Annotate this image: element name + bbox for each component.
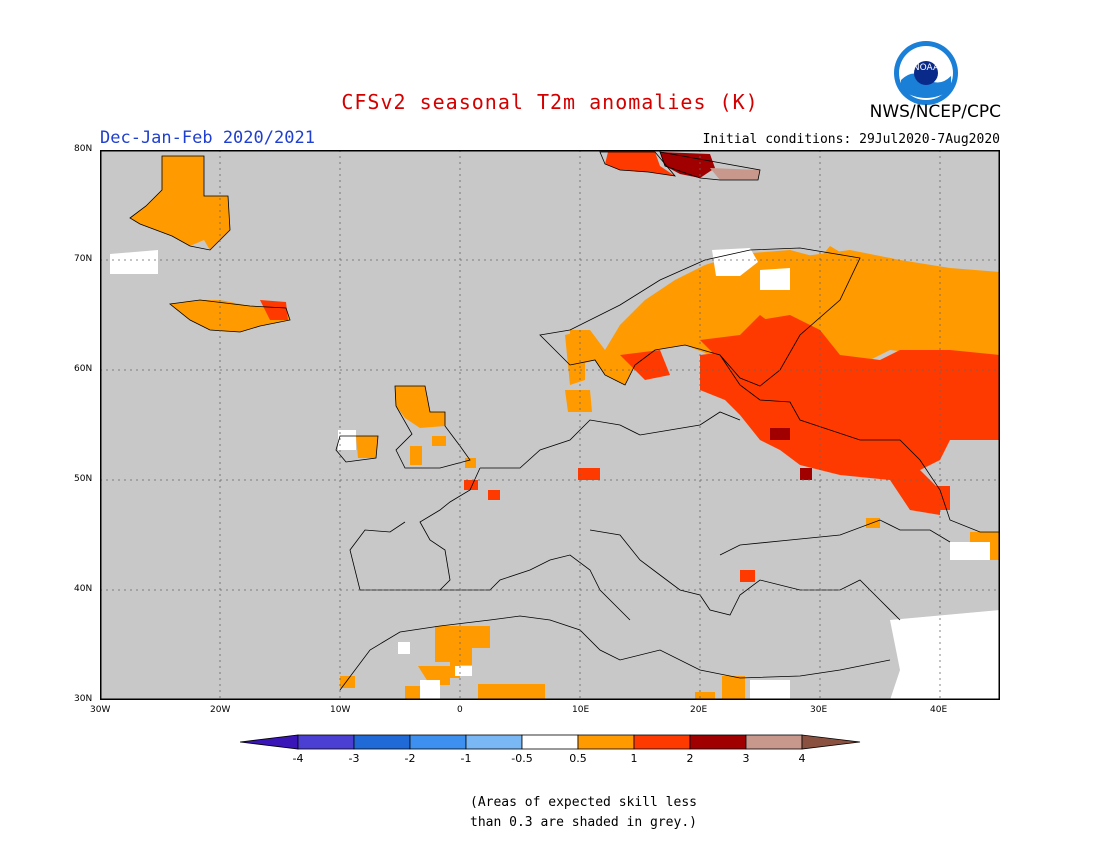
colorbar-label: 0.5 [569,752,587,765]
white-africa-1 [398,642,410,654]
libya-orange [722,676,745,700]
colorbar-label: -0.5 [511,752,533,765]
colorbar-label: 4 [798,752,806,765]
white-russia-east [950,542,990,560]
iceland-red [260,300,288,320]
lat-label-30n: 30N [74,694,93,704]
white-mideast [890,610,1000,700]
lat-label-40n: 40N [74,584,93,594]
colorbar-bin-5 [521,734,579,750]
colorbar-bin-3 [409,734,467,750]
colorbar-label: -3 [348,752,360,765]
coastlines [129,151,1000,691]
lon-label-20w: 20W [210,705,231,715]
white-greenland [110,250,158,274]
caucasus-orange [970,532,1000,560]
colorbar-arrow-right [801,734,861,750]
colorbar-bin-8 [689,734,747,750]
lon-label-30w: 30W [90,705,111,715]
skill-note-line-2: than 0.3 are shaded in grey.) [470,815,697,830]
season-label: Dec-Jan-Feb 2020/2021 [100,128,315,148]
anomaly-patches [110,152,1000,700]
uk-se-orange [465,458,476,468]
uk-orange [395,386,445,428]
russia-darkred-2 [800,468,812,480]
africa-orange-2 [418,666,450,685]
lon-label-0: 0 [457,705,463,715]
denmark-orange [565,390,592,412]
morocco-orange [340,676,355,688]
white-scandi [712,248,758,276]
lat-label-50n: 50N [74,474,93,484]
finland-red [700,315,800,365]
ireland-orange [356,436,378,458]
balkan-red [740,570,755,582]
colorbar-label: -1 [460,752,472,765]
white-africa-3 [455,666,472,676]
colorbar-label: 1 [630,752,638,765]
colorbar-label: -4 [292,752,304,765]
anomaly-map [100,150,1000,700]
lat-label-70n: 70N [74,254,93,264]
colorbar-bin-7 [633,734,691,750]
russia-red [700,315,1000,515]
white-ireland [338,430,356,450]
lon-label-20e: 20E [690,705,708,715]
sweden-red [620,350,670,380]
white-kola [760,268,790,290]
skill-note-line-1: (Areas of expected skill less [470,795,697,810]
svalbard-darkred [660,152,715,178]
grid-lines [100,150,1000,700]
russia-orange [790,250,1000,380]
colorbar [240,734,861,750]
africa-orange-3 [478,684,545,700]
organization-label: NWS/NCEP/CPC [869,102,1001,122]
germany-red [578,468,600,480]
lon-label-10e: 10E [572,705,590,715]
uk-east-orange [432,436,446,446]
colorbar-bin-1 [297,734,355,750]
lon-label-30e: 30E [810,705,828,715]
ukraine-red [915,486,950,510]
iceland-orange [170,300,290,332]
colorbar-label: -2 [404,752,416,765]
map-frame [100,150,1000,700]
white-libya [750,680,790,700]
white-africa-2 [420,680,440,700]
colorbar-bin-9 [745,734,803,750]
colorbar-label: 3 [742,752,750,765]
lon-label-40e: 40E [930,705,948,715]
lon-label-10w: 10W [330,705,351,715]
lat-label-60n: 60N [74,364,93,374]
colorbar-bin-6 [577,734,635,750]
uk-south-orange [410,446,422,465]
colorbar-arrow-left [240,734,299,750]
lat-label-80n: 80N [74,144,93,154]
svalbard-brown [710,168,760,180]
africa-orange-1 [435,626,490,678]
colorbar-bin-2 [353,734,411,750]
france-red [464,480,478,490]
skill-note: (Areas of expected skill less than 0.3 a… [470,793,730,833]
russia-darkred [770,428,790,440]
svg-text:NOAA: NOAA [913,63,940,73]
initial-conditions-label: Initial conditions: 29Jul2020-7Aug2020 [702,132,1000,147]
greenland-orange [130,156,230,250]
africa-orange-4 [405,686,422,700]
colorbar-label: 2 [686,752,694,765]
map-title: CFSv2 seasonal T2m anomalies (K) [341,90,759,114]
noaa-logo-icon: NOAA [894,41,958,105]
benelux-red [488,490,500,500]
colorbar-bin-4 [465,734,523,750]
